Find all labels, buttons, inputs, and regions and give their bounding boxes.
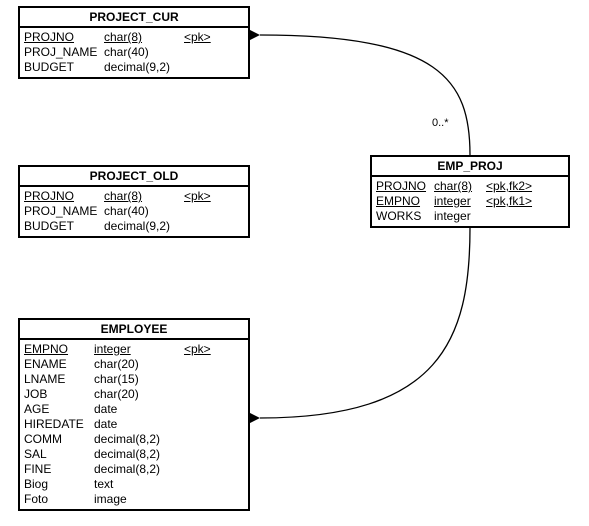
attr-name: ENAME (24, 357, 94, 372)
attr-key (184, 462, 239, 477)
attr-key (184, 357, 239, 372)
attr-row: SAL decimal(8,2) (24, 447, 244, 462)
attr-key (184, 60, 239, 75)
attr-type: integer (434, 194, 486, 209)
attr-name: EMPNO (24, 342, 94, 357)
attr-key (184, 447, 239, 462)
attr-row: PROJNO char(8) <pk> (24, 189, 244, 204)
attr-type: char(15) (94, 372, 184, 387)
entity-employee: EMPLOYEE EMPNO integer <pk> ENAME char(2… (18, 318, 250, 511)
attr-name: PROJ_NAME (24, 204, 104, 219)
cardinality-label: 0..* (432, 117, 449, 129)
attr-type: char(8) (104, 30, 184, 45)
attr-key (184, 432, 239, 447)
attr-row: FINE decimal(8,2) (24, 462, 244, 477)
attr-row: EMPNO integer <pk,fk1> (376, 194, 564, 209)
attr-name: LNAME (24, 372, 94, 387)
attr-type: decimal(9,2) (104, 60, 184, 75)
attr-type: integer (94, 342, 184, 357)
attr-name: BUDGET (24, 219, 104, 234)
attr-name: JOB (24, 387, 94, 402)
attr-type: image (94, 492, 184, 507)
attr-type: char(20) (94, 357, 184, 372)
attr-name: PROJ_NAME (24, 45, 104, 60)
attr-row: PROJ_NAME char(40) (24, 45, 244, 60)
attr-type: char(20) (94, 387, 184, 402)
attr-row: PROJNO char(8) <pk,fk2> (376, 179, 564, 194)
entity-project-old: PROJECT_OLD PROJNO char(8) <pk> PROJ_NAM… (18, 165, 250, 238)
entity-title: EMP_PROJ (372, 157, 568, 177)
attr-type: char(8) (104, 189, 184, 204)
entity-emp-proj: EMP_PROJ PROJNO char(8) <pk,fk2> EMPNO i… (370, 155, 570, 228)
attr-row: Biog text (24, 477, 244, 492)
entity-body: EMPNO integer <pk> ENAME char(20) LNAME … (20, 340, 248, 509)
attr-row: WORKS integer (376, 209, 564, 224)
attr-row: BUDGET decimal(9,2) (24, 60, 244, 75)
attr-name: FINE (24, 462, 94, 477)
attr-row: EMPNO integer <pk> (24, 342, 244, 357)
attr-type: char(40) (104, 204, 184, 219)
attr-type: char(8) (434, 179, 486, 194)
attr-type: integer (434, 209, 486, 224)
attr-row: JOB char(20) (24, 387, 244, 402)
attr-row: PROJ_NAME char(40) (24, 204, 244, 219)
attr-name: SAL (24, 447, 94, 462)
attr-name: Biog (24, 477, 94, 492)
entity-project-cur: PROJECT_CUR PROJNO char(8) <pk> PROJ_NAM… (18, 6, 250, 79)
attr-name: HIREDATE (24, 417, 94, 432)
entity-title: PROJECT_OLD (20, 167, 248, 187)
attr-key (486, 209, 546, 224)
attr-key (184, 45, 239, 60)
attr-name: Foto (24, 492, 94, 507)
attr-row: BUDGET decimal(9,2) (24, 219, 244, 234)
attr-type: text (94, 477, 184, 492)
attr-name: WORKS (376, 209, 434, 224)
attr-row: Foto image (24, 492, 244, 507)
entity-title: PROJECT_CUR (20, 8, 248, 28)
attr-row: ENAME char(20) (24, 357, 244, 372)
attr-key (184, 402, 239, 417)
attr-row: LNAME char(15) (24, 372, 244, 387)
attr-name: PROJNO (24, 30, 104, 45)
attr-name: COMM (24, 432, 94, 447)
entity-title: EMPLOYEE (20, 320, 248, 340)
attr-type: date (94, 402, 184, 417)
entity-body: PROJNO char(8) <pk> PROJ_NAME char(40) B… (20, 187, 248, 236)
attr-type: char(40) (104, 45, 184, 60)
attr-name: AGE (24, 402, 94, 417)
attr-key (184, 204, 239, 219)
attr-key: <pk> (184, 342, 239, 357)
attr-type: decimal(9,2) (104, 219, 184, 234)
attr-row: HIREDATE date (24, 417, 244, 432)
attr-key: <pk> (184, 189, 239, 204)
attr-key (184, 417, 239, 432)
attr-key: <pk,fk1> (486, 194, 546, 209)
attr-key (184, 477, 239, 492)
attr-key (184, 372, 239, 387)
attr-type: decimal(8,2) (94, 447, 184, 462)
attr-name: EMPNO (376, 194, 434, 209)
rel-empproj-employee (260, 228, 470, 418)
rel-empproj-projectcur (260, 35, 470, 155)
entity-body: PROJNO char(8) <pk,fk2> EMPNO integer <p… (372, 177, 568, 226)
attr-type: date (94, 417, 184, 432)
attr-row: COMM decimal(8,2) (24, 432, 244, 447)
attr-type: decimal(8,2) (94, 462, 184, 477)
attr-key (184, 492, 239, 507)
attr-key (184, 219, 239, 234)
attr-row: PROJNO char(8) <pk> (24, 30, 244, 45)
attr-name: PROJNO (24, 189, 104, 204)
attr-name: BUDGET (24, 60, 104, 75)
attr-row: AGE date (24, 402, 244, 417)
attr-key: <pk> (184, 30, 239, 45)
entity-body: PROJNO char(8) <pk> PROJ_NAME char(40) B… (20, 28, 248, 77)
attr-type: decimal(8,2) (94, 432, 184, 447)
attr-name: PROJNO (376, 179, 434, 194)
attr-key: <pk,fk2> (486, 179, 546, 194)
attr-key (184, 387, 239, 402)
